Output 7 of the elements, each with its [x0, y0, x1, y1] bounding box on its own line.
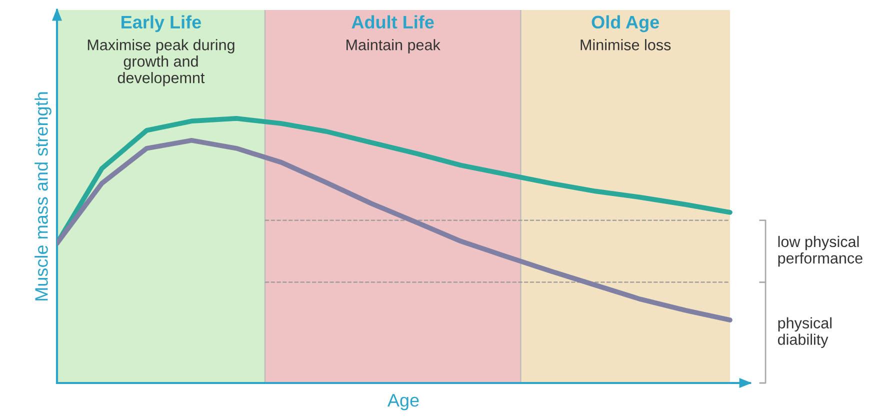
- text: low physical performance: [778, 236, 862, 267]
- text: Old Age Minimise loss: [580, 15, 671, 50]
- text: physical diability: [778, 317, 832, 348]
- x-axis-title: Age: [387, 394, 419, 410]
- text: Adult Life Maintain peak: [346, 15, 440, 54]
- text: Early Life Maximise peak during growth and developemnt: [88, 15, 234, 86]
- y-axis-title: Muscle mass and strength: [34, 92, 52, 300]
